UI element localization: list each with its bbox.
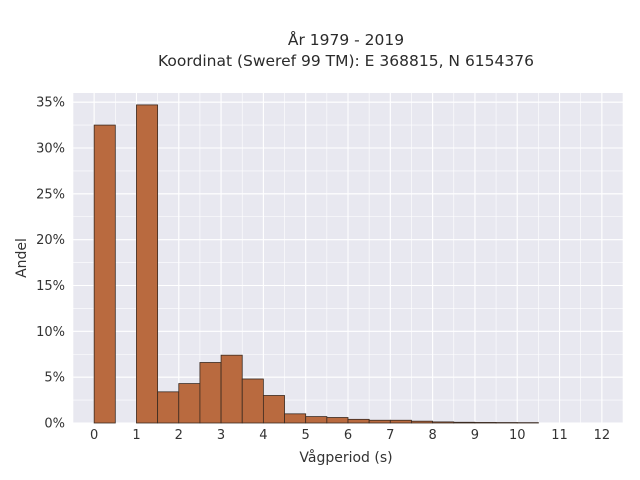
x-tick-label: 11 (551, 428, 568, 443)
histogram-bar (411, 420, 434, 424)
histogram-bar (389, 419, 412, 424)
x-tick-label: 9 (471, 428, 479, 443)
histogram-bar (305, 416, 328, 424)
histogram-bar (241, 378, 264, 424)
x-axis-ticks: 0 1 2 3 4 5 6 7 8 9 10 11 12 (90, 428, 610, 443)
y-tick-label: 10% (36, 325, 65, 340)
y-tick-label: 30% (36, 142, 65, 157)
y-axis-ticks: 0% 5% 10% 15% 20% 25% 30% 35% (36, 96, 65, 432)
chart-title-line2: Koordinat (Sweref 99 TM): E 368815, N 61… (158, 52, 534, 70)
histogram-bar (474, 422, 497, 424)
x-tick-label: 4 (259, 428, 267, 443)
x-tick-label: 5 (302, 428, 310, 443)
histogram-bar (453, 421, 476, 424)
x-tick-label: 6 (344, 428, 352, 443)
histogram-bar (262, 395, 285, 424)
x-tick-label: 10 (509, 428, 526, 443)
histogram-bar (178, 383, 201, 424)
histogram-bar (284, 413, 307, 424)
y-tick-label: 5% (44, 371, 65, 386)
histogram-bar (368, 419, 391, 424)
x-tick-label: 1 (132, 428, 140, 443)
x-tick-label: 7 (386, 428, 394, 443)
x-tick-label: 3 (217, 428, 225, 443)
histogram-bar (157, 391, 180, 424)
y-tick-label: 20% (36, 233, 65, 248)
histogram-bar (347, 418, 370, 424)
x-tick-label: 8 (428, 428, 436, 443)
x-tick-label: 12 (594, 428, 611, 443)
histogram-bar (136, 104, 159, 424)
y-axis-label: Andel (14, 238, 30, 278)
y-tick-label: 35% (36, 96, 65, 111)
y-tick-label: 25% (36, 187, 65, 202)
y-tick-label: 15% (36, 279, 65, 294)
histogram-bar (326, 417, 349, 424)
chart-title-line1: År 1979 - 2019 (288, 30, 404, 49)
x-tick-label: 2 (175, 428, 183, 443)
bars (93, 104, 539, 424)
histogram-bar (220, 354, 243, 424)
y-tick-label: 0% (44, 417, 65, 432)
histogram-bar (93, 124, 116, 424)
histogram-bar (199, 362, 222, 424)
x-axis-label: Vågperiod (s) (299, 449, 392, 466)
x-tick-label: 0 (90, 428, 98, 443)
histogram-bar (432, 421, 455, 424)
